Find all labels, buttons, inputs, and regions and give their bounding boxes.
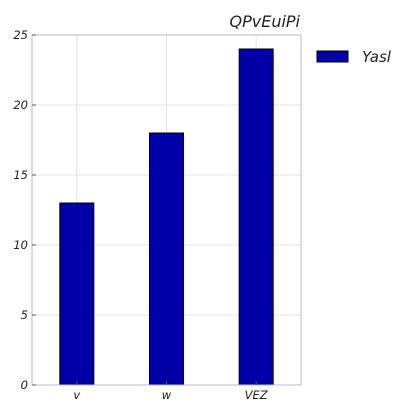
y-tick-label: 10 bbox=[13, 238, 28, 252]
chart-title: QPvEuiPi bbox=[230, 12, 301, 31]
x-tick-label: VEZ bbox=[245, 388, 269, 402]
bar-v bbox=[59, 202, 95, 386]
y-tick-label: 15 bbox=[13, 168, 28, 182]
legend-label: Yasl bbox=[362, 48, 392, 66]
x-tick-label: w bbox=[162, 388, 172, 402]
bar-VEZ bbox=[238, 48, 274, 386]
y-tick-label: 20 bbox=[13, 98, 28, 112]
y-axis-ticks: 0 5 10 15 20 25 bbox=[13, 28, 36, 392]
bar-w bbox=[149, 132, 184, 386]
y-tick-label: 5 bbox=[21, 308, 28, 322]
y-tick-label: 0 bbox=[21, 378, 28, 392]
x-tick-label: v bbox=[73, 388, 80, 402]
bars bbox=[59, 48, 274, 386]
legend-swatch bbox=[316, 50, 349, 63]
y-tick-label: 25 bbox=[13, 28, 28, 42]
legend: Yasl bbox=[316, 48, 392, 66]
x-axis-ticks: v w VEZ bbox=[73, 381, 269, 402]
